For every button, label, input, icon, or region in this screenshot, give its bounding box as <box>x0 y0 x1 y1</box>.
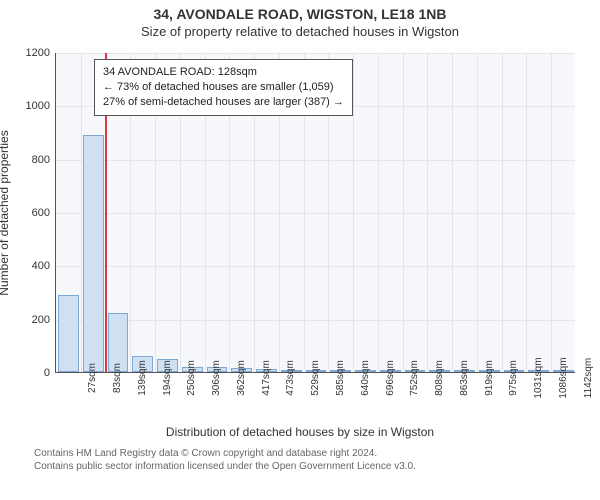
y-tick-label: 1000 <box>10 100 50 112</box>
gridline-v <box>81 53 82 372</box>
gridline-v <box>378 53 379 372</box>
chart-container: Number of detached properties 34 AVONDAL… <box>0 43 600 423</box>
plot-area: 34 AVONDALE ROAD: 128sqm ← 73% of detach… <box>55 53 575 373</box>
y-tick-label: 600 <box>10 207 50 219</box>
x-tick-label: 1142sqm <box>563 358 594 398</box>
histogram-bar <box>83 135 104 372</box>
gridline-v <box>353 53 354 372</box>
gridline-v <box>526 53 527 372</box>
attribution-line-2: Contains public sector information licen… <box>34 460 588 473</box>
attribution-line-1: Contains HM Land Registry data © Crown c… <box>34 447 588 460</box>
annotation-line-2: ← 73% of detached houses are smaller (1,… <box>103 80 344 95</box>
gridline-v <box>477 53 478 372</box>
gridline-h <box>56 213 575 214</box>
annotation-box: 34 AVONDALE ROAD: 128sqm ← 73% of detach… <box>94 59 353 116</box>
y-tick-label: 0 <box>10 367 50 379</box>
gridline-v <box>452 53 453 372</box>
y-tick-label: 200 <box>10 314 50 326</box>
annotation-line-3: 27% of semi-detached houses are larger (… <box>103 95 344 110</box>
gridline-h <box>56 53 575 54</box>
y-tick-label: 400 <box>10 260 50 272</box>
gridline-v <box>403 53 404 372</box>
y-tick-label: 1200 <box>10 47 50 59</box>
x-axis-label: Distribution of detached houses by size … <box>0 423 600 439</box>
attribution-block: Contains HM Land Registry data © Crown c… <box>0 439 600 473</box>
y-tick-label: 800 <box>10 154 50 166</box>
gridline-v <box>427 53 428 372</box>
gridline-v <box>502 53 503 372</box>
gridline-h <box>56 160 575 161</box>
gridline-h <box>56 266 575 267</box>
gridline-v <box>551 53 552 372</box>
histogram-bar <box>58 295 79 372</box>
chart-main-title: 34, AVONDALE ROAD, WIGSTON, LE18 1NB <box>0 0 600 22</box>
chart-subtitle: Size of property relative to detached ho… <box>0 22 600 43</box>
annotation-line-1: 34 AVONDALE ROAD: 128sqm <box>103 65 344 80</box>
gridline-h <box>56 320 575 321</box>
